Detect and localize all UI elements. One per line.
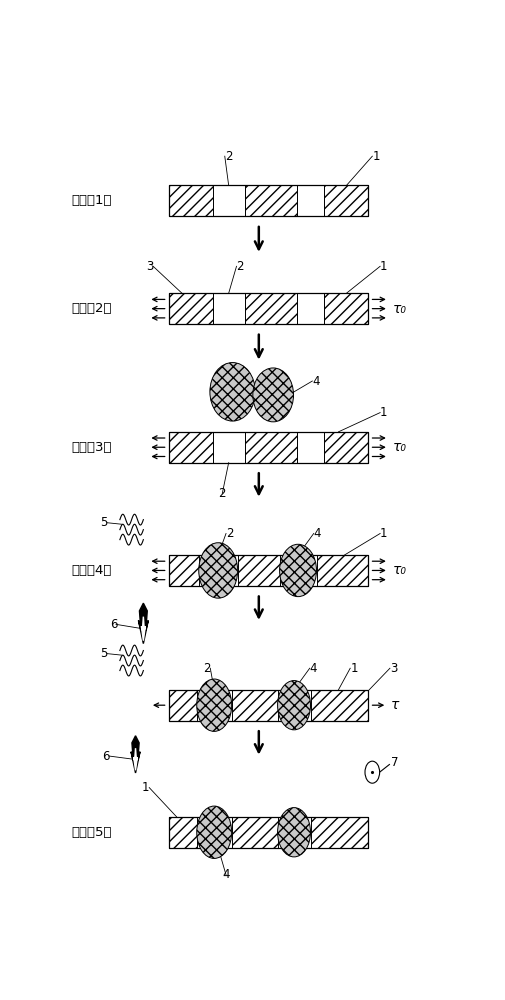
Bar [169,432,213,463]
Polygon shape [141,617,145,641]
Bar [169,432,368,463]
Text: 1: 1 [350,662,358,675]
Text: 1: 1 [380,527,388,540]
Polygon shape [138,603,148,644]
Text: 5: 5 [100,647,108,660]
Bar [169,690,197,721]
Ellipse shape [199,543,238,598]
Bar [169,555,199,586]
Bar [317,555,369,586]
Ellipse shape [278,681,311,730]
Bar [213,293,244,324]
Text: 1: 1 [142,781,149,794]
Text: 1: 1 [380,260,388,273]
Text: 1: 1 [380,406,388,419]
Ellipse shape [197,806,232,858]
Bar [169,690,368,721]
Bar [311,690,369,721]
Bar [296,185,325,216]
Bar [169,817,368,848]
Ellipse shape [280,544,317,597]
Text: 2: 2 [236,260,244,273]
Text: 3: 3 [146,260,153,273]
Text: 6: 6 [102,750,110,763]
Text: 2: 2 [226,527,233,540]
Text: τ₀: τ₀ [393,563,407,577]
Polygon shape [134,748,137,770]
Ellipse shape [197,679,232,731]
Bar [325,432,368,463]
Bar [232,817,278,848]
Text: 4: 4 [222,868,230,881]
Text: 1: 1 [372,150,380,163]
Ellipse shape [253,368,293,422]
Ellipse shape [278,808,311,857]
Bar [232,690,278,721]
Polygon shape [131,736,140,773]
Text: 2: 2 [219,487,226,500]
Bar [169,555,368,586]
Text: 7: 7 [390,756,398,769]
Bar [244,293,296,324]
Text: 6: 6 [110,618,118,631]
Bar [296,293,325,324]
Text: 步骤（2）: 步骤（2） [71,302,112,315]
Bar [296,432,325,463]
Text: 5: 5 [100,516,108,529]
Text: 3: 3 [390,662,397,675]
Bar [169,185,368,216]
Bar [213,432,244,463]
Ellipse shape [365,761,380,783]
Text: 2: 2 [203,662,210,675]
Text: 步骤（4）: 步骤（4） [71,564,111,577]
Bar [244,432,296,463]
Text: 4: 4 [314,527,321,540]
Text: 步骤（3）: 步骤（3） [71,441,112,454]
Bar [244,185,296,216]
Ellipse shape [210,363,256,421]
Text: 4: 4 [310,662,317,675]
Text: τ: τ [391,698,399,712]
Text: 2: 2 [225,150,232,163]
Bar [325,185,368,216]
Text: 步骤（1）: 步骤（1） [71,194,112,207]
Bar [169,293,213,324]
Text: τ₀: τ₀ [393,440,407,454]
Text: τ₀: τ₀ [393,302,407,316]
Bar [213,185,244,216]
Text: 4: 4 [312,375,320,388]
Bar [325,293,368,324]
Bar [169,185,213,216]
Bar [238,555,280,586]
Bar [169,817,197,848]
Bar [169,293,368,324]
Bar [311,817,369,848]
Text: 步骤（5）: 步骤（5） [71,826,112,839]
